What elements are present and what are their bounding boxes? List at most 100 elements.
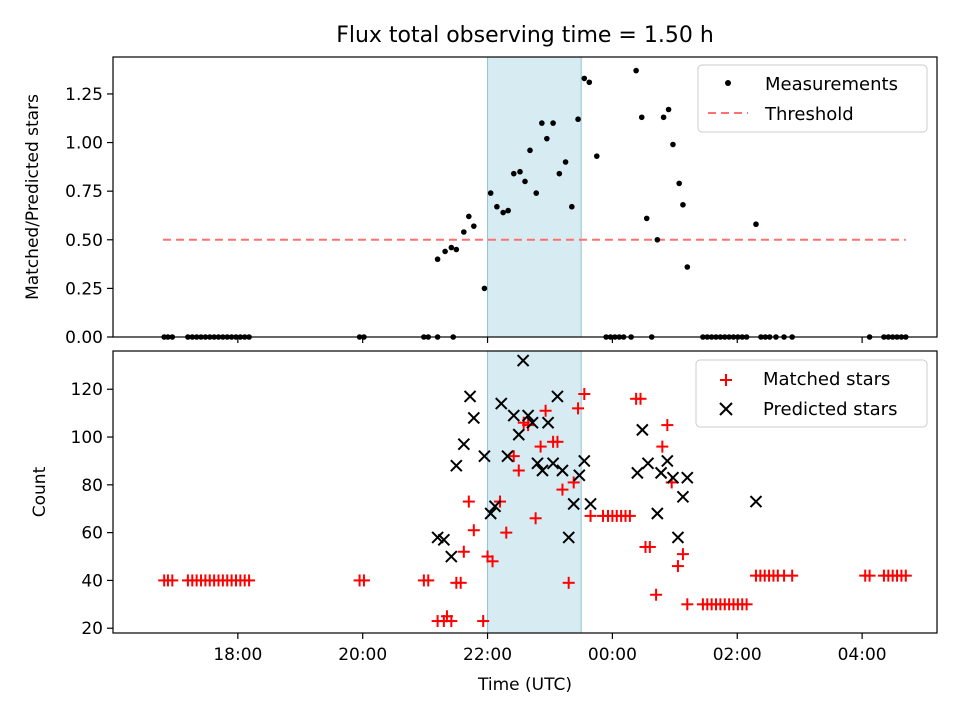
predicted-star-point <box>437 533 451 547</box>
matched-star-point <box>556 483 569 496</box>
bottom-x-tick-label: 02:00 <box>713 645 762 665</box>
measurements-legend-marker <box>725 80 731 86</box>
top-y-tick-label: 1.00 <box>65 134 103 154</box>
matched-star-point <box>534 440 547 453</box>
matched-star-point <box>445 615 458 628</box>
measurement-point <box>633 67 639 74</box>
measurement-point <box>442 248 448 255</box>
predicted-star-point <box>578 454 591 468</box>
matched-star-point <box>422 574 435 587</box>
matched-star-point <box>467 524 480 537</box>
top-y-label: Matched/Predicted stars <box>23 94 43 300</box>
matched-star-point <box>676 548 689 561</box>
matched-star-point <box>357 574 370 587</box>
measurement-point <box>665 106 672 113</box>
measurement-point <box>434 256 441 263</box>
predicted-star-point <box>478 449 491 463</box>
predicted-star-point <box>666 471 680 484</box>
measurement-point <box>494 203 500 210</box>
predicted-star-point <box>573 469 586 482</box>
matched-legend-marker <box>720 374 732 386</box>
predicted-star-point <box>445 550 458 563</box>
predicted-star-point <box>457 437 471 451</box>
predicted-star-point <box>488 500 502 513</box>
matched-star-point <box>507 450 520 463</box>
measurement-point <box>481 285 488 292</box>
predicted-star-point <box>526 416 539 429</box>
top-y-tick-label: 0.25 <box>65 279 103 299</box>
bottom-y-tick-label: 40 <box>81 571 103 591</box>
measurement-point <box>676 180 682 187</box>
matched-star-point <box>863 569 876 582</box>
bottom-x-label: Time (UTC) <box>477 675 572 695</box>
predicted-star-point <box>467 411 481 425</box>
predicted-star-point <box>521 409 535 422</box>
predicted-star-point <box>671 531 685 544</box>
measurement-point <box>500 209 506 216</box>
matched-star-point <box>462 495 475 508</box>
measurement-point <box>510 170 517 177</box>
bottom-y-axis: 20 40 60 80 100 120 <box>71 380 113 639</box>
matched-star-point <box>486 555 499 568</box>
measurement-point <box>670 141 676 148</box>
measurement-point <box>753 221 759 228</box>
top-observing-span <box>487 56 582 338</box>
top-axes-frame <box>112 56 938 338</box>
bottom-y-tick-label: 120 <box>71 380 103 400</box>
measurement-point <box>539 120 545 126</box>
matched-stars-points <box>158 388 912 628</box>
matched-star-point <box>529 512 542 525</box>
matched-star-point <box>500 526 513 539</box>
predicted-legend-marker <box>719 402 733 416</box>
matched-star-point <box>786 569 799 582</box>
bottom-y-tick-label: 20 <box>81 619 103 639</box>
predicted-star-point <box>749 495 763 508</box>
predicted-star-point <box>567 497 580 511</box>
predicted-star-point <box>541 416 555 429</box>
measurement-point <box>575 116 581 123</box>
predicted-legend-label: Predicted stars <box>763 399 897 420</box>
measurement-point <box>654 236 661 243</box>
bottom-x-tick-label: 20:00 <box>338 645 387 665</box>
matched-star-point <box>567 476 580 489</box>
measurement-point <box>453 246 460 253</box>
predicted-star-point <box>546 457 560 470</box>
measurement-point <box>569 203 575 210</box>
matched-star-point <box>650 588 663 601</box>
predicted-star-point <box>551 390 564 403</box>
predicted-star-point <box>495 397 508 410</box>
measurement-point <box>680 201 686 208</box>
measurement-point <box>544 135 550 142</box>
top-y-tick-label: 0.50 <box>65 231 103 251</box>
predicted-star-point <box>450 459 463 472</box>
measurement-point <box>643 215 650 222</box>
bottom-x-tick-label: 04:00 <box>838 645 887 665</box>
matched-star-point <box>512 464 525 477</box>
matched-star-point <box>572 402 585 415</box>
predicted-star-point <box>556 464 569 477</box>
matched-star-point <box>539 404 552 417</box>
measurement-point <box>471 223 477 229</box>
matched-star-point <box>578 388 591 401</box>
measurement-point <box>448 244 455 251</box>
bottom-y-tick-label: 100 <box>71 428 103 448</box>
measurement-point <box>461 229 467 235</box>
matched-star-point <box>634 392 647 405</box>
top-panel: Flux total observing time = 1.50 h 0.000… <box>23 23 938 348</box>
matched-star-point <box>740 598 753 611</box>
measurement-point <box>517 168 523 175</box>
bottom-y-tick-label: 80 <box>81 476 103 496</box>
top-chart-title: Flux total observing time = 1.50 h <box>336 23 714 48</box>
predicted-star-point <box>631 466 644 480</box>
predicted-star-point <box>516 354 530 367</box>
top-y-tick-label: 0.75 <box>65 182 103 202</box>
measurement-point <box>660 114 667 121</box>
predicted-star-point <box>484 507 497 520</box>
predicted-star-point <box>501 449 514 463</box>
measurement-point <box>505 207 511 214</box>
predicted-star-point <box>584 497 597 511</box>
measurement-point <box>556 170 563 177</box>
matched-star-point <box>457 545 470 558</box>
measurement-point <box>466 213 472 220</box>
predicted-star-point <box>654 466 668 480</box>
